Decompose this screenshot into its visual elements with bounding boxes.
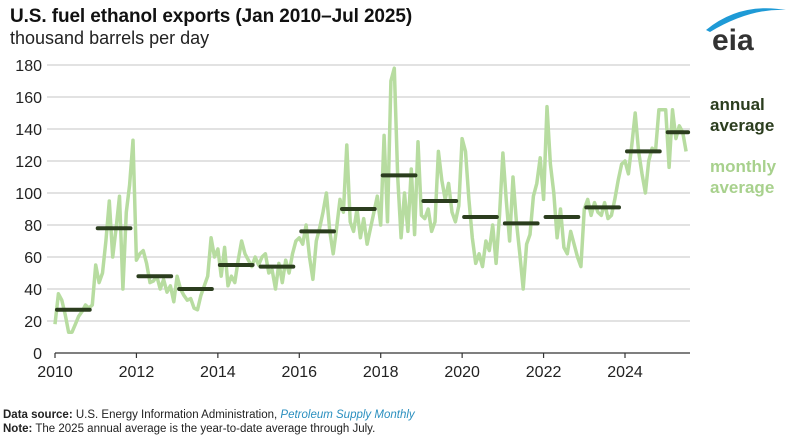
y-tick-label: 20	[24, 314, 42, 331]
x-tick-label: 2020	[444, 364, 480, 381]
y-axis-ticks: 0 20 40 60 80 100 120 140 160 180	[15, 58, 42, 363]
y-tick-label: 120	[15, 154, 42, 171]
monthly-average-line	[53, 66, 688, 334]
chart-subtitle: thousand barrels per day	[10, 28, 210, 48]
source-link[interactable]: Petroleum Supply Monthly	[280, 409, 415, 421]
x-tick-label: 2022	[526, 364, 562, 381]
y-tick-label: 160	[15, 90, 42, 107]
series-layer	[53, 66, 691, 334]
eia-logo: eia	[706, 8, 786, 56]
note-label: Note:	[3, 423, 33, 435]
logo-swoosh-icon	[706, 8, 786, 32]
y-tick-label: 60	[24, 250, 42, 267]
y-tick-label: 40	[24, 282, 42, 299]
x-tick-label: 2014	[200, 364, 236, 381]
chart-title: U.S. fuel ethanol exports (Jan 2010–Jul …	[10, 6, 413, 27]
y-tick-label: 100	[15, 186, 42, 203]
legend-monthly-line1: monthly	[710, 157, 777, 176]
y-tick-label: 0	[33, 346, 42, 363]
logo-text: eia	[712, 24, 754, 56]
x-tick-label: 2012	[119, 364, 155, 381]
legend-annual-average: annual average	[710, 94, 774, 136]
note-text: The 2025 annual average is the year-to-d…	[32, 423, 376, 435]
footer-note: Note: The 2025 annual average is the yea…	[3, 423, 375, 435]
legend-annual-line2: average	[710, 116, 775, 135]
x-tick-label: 2010	[37, 364, 73, 381]
legend-annual-line1: annual	[710, 95, 765, 114]
x-tick-label: 2018	[363, 364, 399, 381]
y-tick-label: 80	[24, 218, 42, 235]
x-tick-label: 2016	[281, 364, 317, 381]
y-tick-label: 180	[15, 58, 42, 75]
source-text: U.S. Energy Information Administration,	[72, 409, 281, 421]
y-tick-label: 140	[15, 122, 42, 139]
x-axis: 2010 2012 2014 2016 2018 2020 2022 2024	[37, 352, 690, 381]
legend-monthly-average: monthly average	[710, 156, 776, 198]
gridlines	[47, 64, 690, 322]
footer-source: Data source: U.S. Energy Information Adm…	[3, 409, 415, 421]
legend-monthly-line2: average	[710, 178, 775, 197]
x-tick-label: 2024	[607, 364, 643, 381]
source-label: Data source:	[3, 409, 73, 421]
